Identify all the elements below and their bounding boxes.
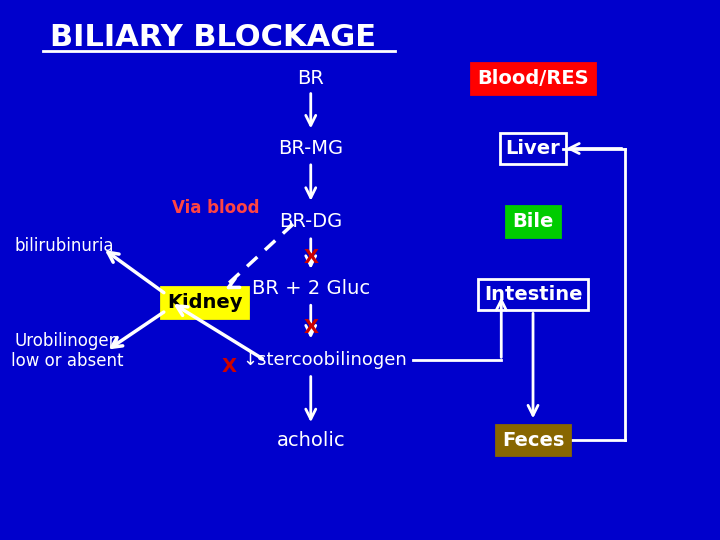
Text: Intestine: Intestine (484, 285, 582, 304)
Text: acholic: acholic (276, 430, 345, 450)
Text: Via blood: Via blood (172, 199, 259, 217)
Text: BILIARY BLOCKAGE: BILIARY BLOCKAGE (50, 23, 376, 52)
Text: bilirubinuria: bilirubinuria (14, 237, 114, 255)
Text: ↓stercoobilinogen: ↓stercoobilinogen (243, 351, 408, 369)
Text: BR-MG: BR-MG (278, 139, 343, 158)
Text: X: X (222, 356, 237, 376)
Text: Liver: Liver (505, 139, 560, 158)
Text: BR + 2 Gluc: BR + 2 Gluc (252, 279, 370, 299)
Text: X: X (303, 318, 318, 338)
Text: Kidney: Kidney (167, 293, 243, 312)
Text: Blood/RES: Blood/RES (477, 69, 589, 88)
Text: BR: BR (297, 69, 324, 88)
Text: Feces: Feces (502, 430, 564, 450)
Text: Bile: Bile (513, 212, 554, 231)
Text: X: X (303, 248, 318, 267)
Text: BR-DG: BR-DG (279, 212, 343, 231)
Text: Urobilinogen
low or absent: Urobilinogen low or absent (11, 332, 124, 370)
